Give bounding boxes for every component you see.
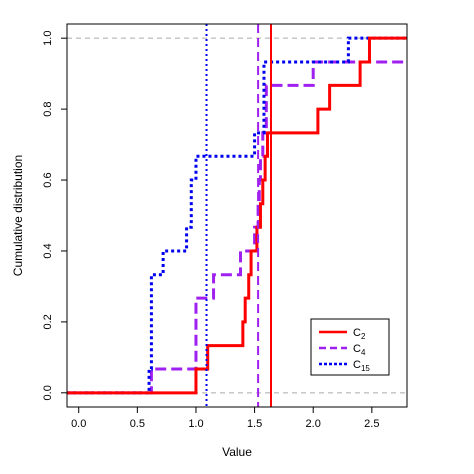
y-tick-label-1: 0.2	[42, 314, 54, 329]
x-tick-label-3: 1.5	[247, 418, 262, 430]
y-tick-label-3: 0.6	[42, 172, 54, 187]
legend: C2 C4 C15	[310, 318, 390, 376]
series-layer	[67, 36, 407, 395]
series-line-c2	[67, 36, 407, 395]
legend-label-c2: C2	[353, 327, 366, 341]
y-tick-label-0: 0.0	[42, 385, 54, 400]
y-axis: 0.0 0.2 0.4 0.6 0.8 1.0	[42, 31, 67, 400]
x-axis: 0.0 0.5 1.0 1.5 2.0 2.5	[71, 407, 379, 430]
x-tick-label-2: 1.0	[188, 418, 203, 430]
x-tick-label-4: 2.0	[306, 418, 321, 430]
series-line-c15	[67, 36, 407, 395]
series-line-c4	[67, 60, 407, 395]
x-axis-title: Value	[222, 445, 252, 459]
x-tick-label-0: 0.0	[71, 418, 86, 430]
x-tick-label-5: 2.5	[364, 418, 379, 430]
plot-frame	[66, 23, 408, 408]
x-tick-label-1: 0.5	[130, 418, 145, 430]
y-axis-title: Cumulative distribution	[11, 155, 25, 276]
y-tick-label-4: 0.8	[42, 101, 54, 116]
y-tick-label-2: 0.4	[42, 243, 54, 258]
vertical-lines-layer	[205, 24, 272, 407]
legend-label-c4: C4	[353, 343, 366, 357]
legend-label-c15: C15	[353, 359, 370, 373]
y-tick-label-5: 1.0	[42, 31, 54, 46]
